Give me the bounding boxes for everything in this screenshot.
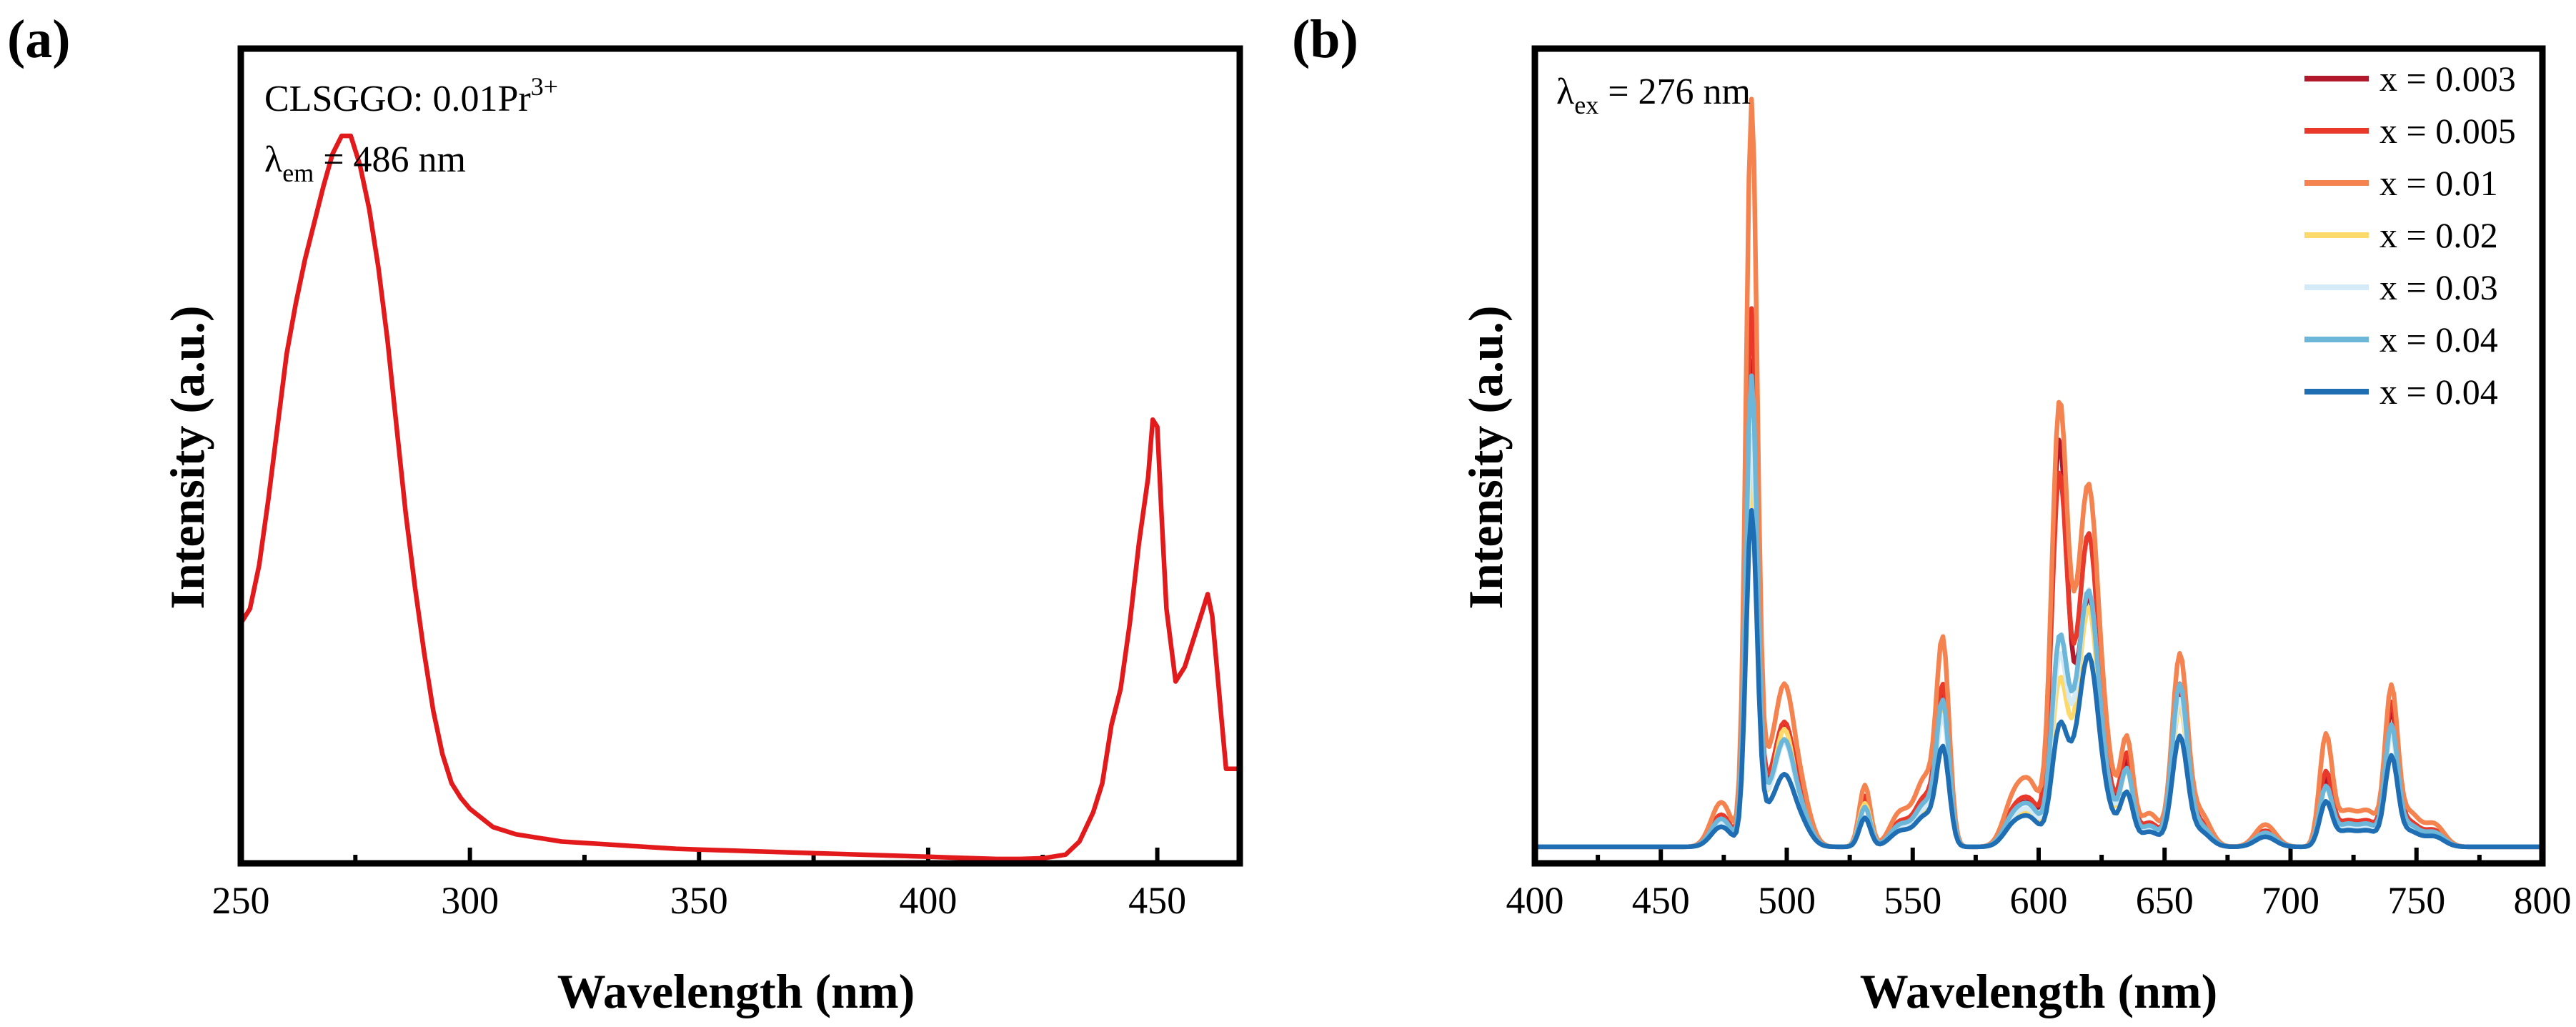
- panel-b-x-tick-label: 800: [2514, 879, 2572, 922]
- legend-label-1: x = 0.003: [2379, 59, 2516, 99]
- panel-b-x-tick-label: 650: [2136, 879, 2194, 922]
- panel-a-sample-annotation: CLSGGO: 0.01Pr3+: [264, 72, 558, 119]
- panel-a-x-tick-label: 250: [212, 879, 270, 922]
- panel-b-x-tick-label: 450: [1632, 879, 1690, 922]
- panel-b-series-line-7: [1532, 507, 2545, 850]
- panel-b-lambda-annotation: λex = 276 nm: [1556, 71, 1751, 119]
- panel-b-legend: x = 0.003 x = 0.005 x = 0.01 x = 0.02 x = 0.…: [2304, 59, 2516, 412]
- panel-a-label: (a): [7, 9, 71, 69]
- panel-b-label: (b): [1292, 9, 1358, 69]
- panel-b-y-axis-title: Intensity (a.u.): [1458, 305, 1513, 609]
- panel-b-x-tick-label: 400: [1506, 879, 1564, 922]
- panel-b-x-tick-label: 600: [2010, 879, 2068, 922]
- panel-a-lambda-annotation: λem = 486 nm: [264, 139, 466, 187]
- panel-a: (a) Wavelength (nm) Intensity (a.u.) 250…: [7, 9, 1243, 1018]
- panel-a-plot-frame: [237, 45, 1243, 867]
- panel-b-series-group: [1532, 96, 2545, 850]
- panel-b-series-line-1: [1532, 358, 2545, 850]
- panel-b-x-tick-labels: 400 450 500 550 600 650 700 750 800: [1506, 879, 2572, 922]
- panel-b-plot-frame: [1531, 45, 2546, 867]
- panel-b-x-tick-label: 750: [2387, 879, 2445, 922]
- panel-a-x-tick-label: 350: [670, 879, 728, 922]
- panel-b-x-tick-label: 500: [1758, 879, 1816, 922]
- legend-label-2: x = 0.005: [2379, 111, 2516, 151]
- panel-a-x-tick-labels: 250 300 350 400 450: [212, 879, 1187, 922]
- legend-label-7: x = 0.04: [2379, 372, 2498, 412]
- panel-b-x-axis-title: Wavelength (nm): [1860, 964, 2218, 1018]
- panel-a-x-tick-label: 450: [1128, 879, 1186, 922]
- panel-a-x-axis-title: Wavelength (nm): [557, 964, 915, 1018]
- legend-label-3: x = 0.01: [2379, 163, 2498, 203]
- panel-a-y-axis-title: Intensity (a.u.): [160, 305, 214, 609]
- panel-a-excitation-spectrum-line: [238, 133, 1243, 862]
- panel-b-x-tick-label: 550: [1884, 879, 1941, 922]
- legend-label-5: x = 0.03: [2379, 267, 2498, 307]
- panel-b: (b) Wavelength (nm) Intensity (a.u.) 400…: [1292, 9, 2572, 1018]
- panel-a-x-tick-label: 300: [441, 879, 499, 922]
- panel-b-series-line-6: [1532, 373, 2545, 850]
- legend-label-6: x = 0.04: [2379, 319, 2498, 359]
- panel-b-x-tick-label: 700: [2262, 879, 2319, 922]
- panel-a-x-tick-label: 400: [899, 879, 957, 922]
- legend-label-4: x = 0.02: [2379, 215, 2498, 255]
